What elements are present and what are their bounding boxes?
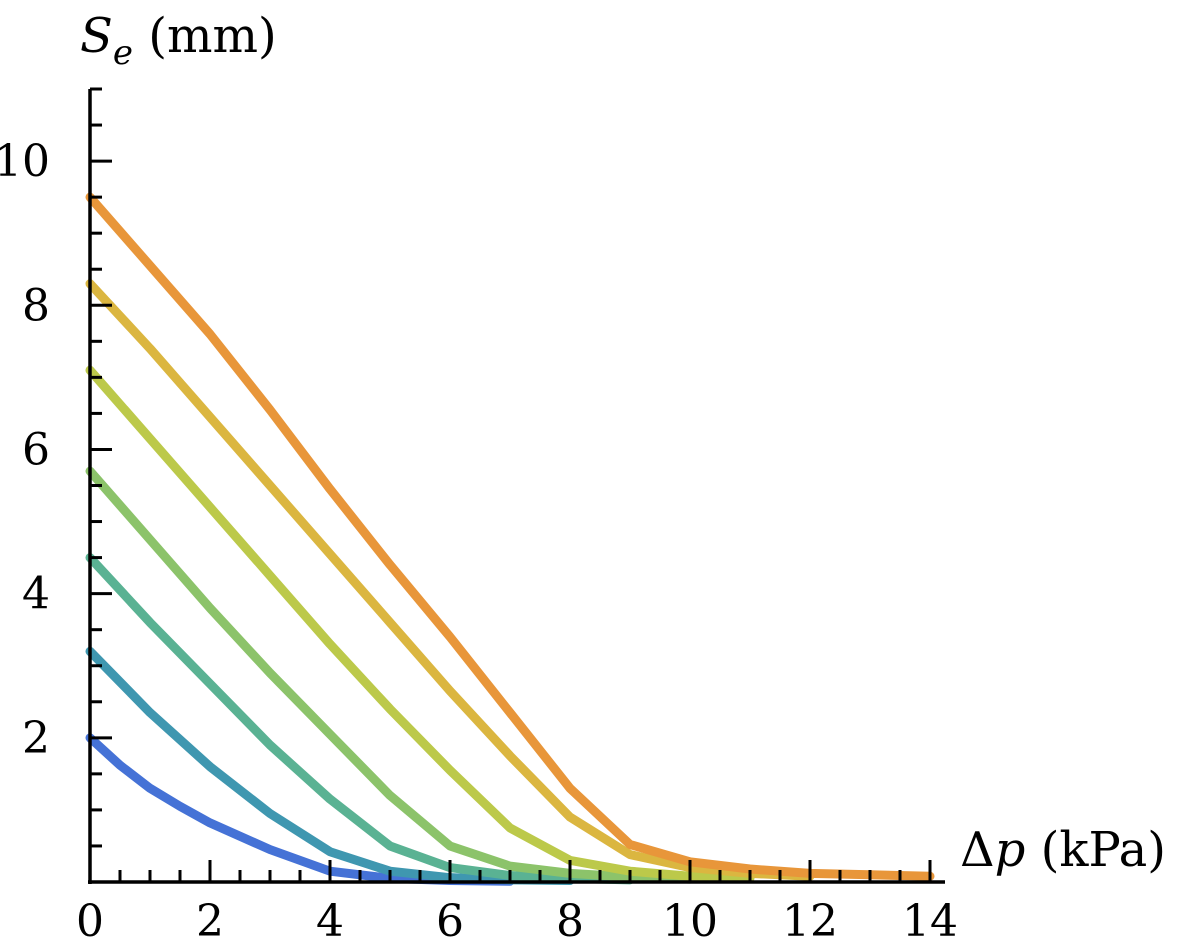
x-tick-label: 6 bbox=[436, 896, 464, 941]
series-line-3 bbox=[85, 553, 635, 885]
series-line-7 bbox=[85, 192, 935, 881]
x-tick-label: 8 bbox=[556, 896, 584, 941]
x-tick-label: 0 bbox=[76, 896, 104, 941]
y-tick-label: 4 bbox=[22, 569, 50, 620]
x-tick-label: 12 bbox=[782, 896, 838, 941]
y-tick-label: 10 bbox=[0, 136, 50, 187]
y-tick-label: 6 bbox=[22, 424, 50, 475]
ticks-layer: 0 2 4 6 8 10 12 14 2 4 6 8 10 bbox=[0, 87, 958, 941]
series-layer bbox=[85, 192, 935, 886]
x-tick-label: 2 bbox=[196, 896, 224, 941]
y-tick-label: 8 bbox=[22, 280, 50, 331]
series-line-6 bbox=[85, 279, 815, 881]
series-line-1 bbox=[85, 733, 515, 886]
series-line-2 bbox=[85, 646, 575, 886]
x-tick-label: 14 bbox=[902, 896, 958, 941]
x-axis-label: Δp (kPa) bbox=[960, 822, 1166, 878]
y-tick-label: 2 bbox=[22, 713, 50, 764]
x-tick-label: 10 bbox=[662, 896, 718, 941]
series-line-4 bbox=[85, 466, 695, 884]
series-line-5 bbox=[85, 365, 755, 883]
x-tick-label: 4 bbox=[316, 896, 344, 941]
y-axis-label: Se (mm) bbox=[80, 8, 277, 73]
